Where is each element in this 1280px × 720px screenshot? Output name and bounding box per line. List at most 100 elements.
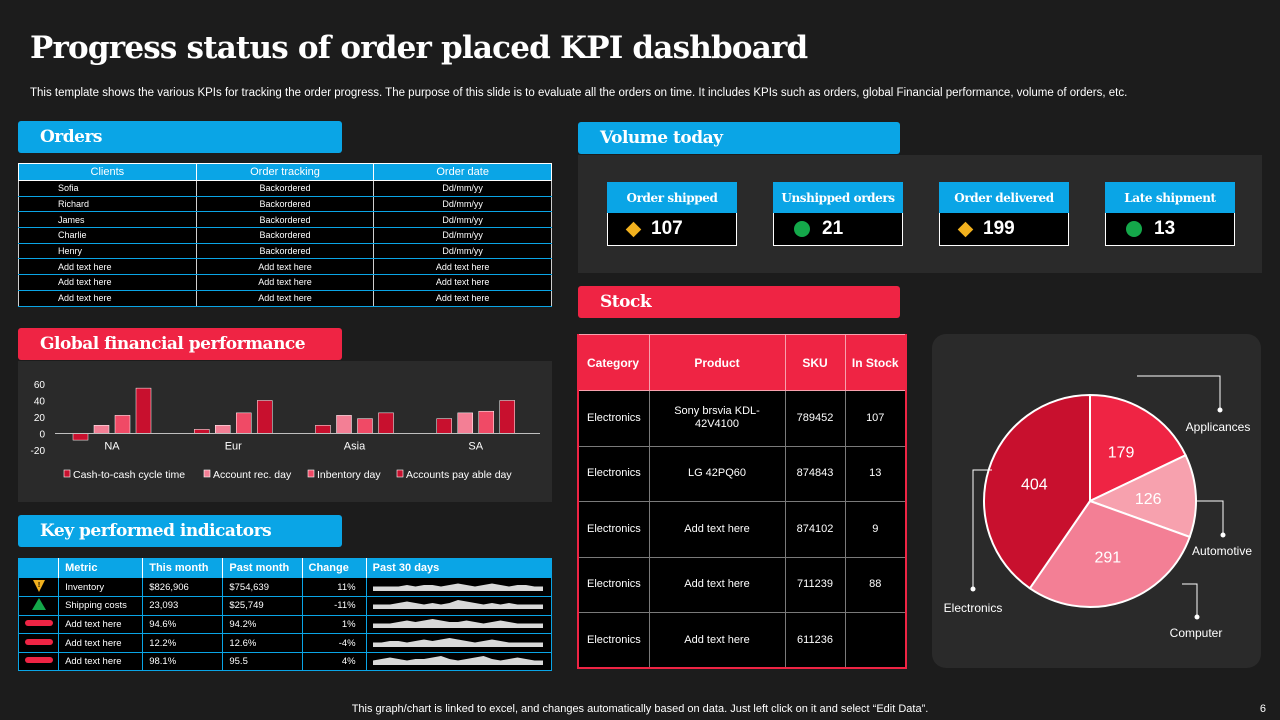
bar	[357, 418, 373, 434]
stock-cell: 611236	[784, 612, 846, 669]
volume-card: Unshipped orders 21	[773, 182, 903, 246]
pie-slice	[1089, 393, 1187, 503]
volume-card-value: 21	[822, 218, 844, 239]
kpi-past-month: 12.6%	[222, 633, 303, 653]
x-tick-label: NA	[104, 441, 120, 453]
x-tick-label: SA	[468, 441, 483, 453]
orders-cell: Dd/mm/yy	[373, 211, 552, 229]
stock-cell: Sony brsvia KDL-42V4100	[648, 390, 786, 447]
kpi-row: ! Inventory $826,906 $754,639 11%	[18, 578, 553, 598]
svg-text:!: !	[38, 582, 40, 589]
volume-card-label: Order shipped	[607, 182, 737, 213]
stock-cell: LG 42PQ60	[648, 445, 786, 502]
x-tick-label: Eur	[225, 441, 242, 453]
callout-dot	[1217, 407, 1223, 413]
callout-line	[1196, 500, 1224, 535]
volume-card-value-box: 199	[939, 213, 1069, 246]
kpi-col-metric: Metric	[58, 558, 144, 578]
orders-cell: Add text here	[195, 290, 375, 307]
orders-cell: Backordered	[195, 196, 375, 213]
orders-row: Add text here Add text here Add text here	[18, 274, 552, 291]
stock-cell: Electronics	[577, 501, 650, 558]
stock-cell: Electronics	[577, 556, 650, 613]
pie-category-label: Automotive	[1192, 544, 1252, 558]
volume-card-value: 107	[651, 218, 683, 239]
pie-category-label: Applicances	[1186, 420, 1251, 434]
pie-category-label: Electronics	[944, 601, 1003, 615]
stock-cell: 874102	[784, 501, 846, 558]
orders-cell: Add text here	[373, 258, 552, 276]
yellow-diamond-icon	[625, 221, 642, 237]
orders-cell: Sofia	[18, 180, 197, 197]
y-tick-label: 40	[34, 397, 46, 408]
orders-row: Add text here Add text here Add text here	[18, 290, 552, 307]
orders-cell: Backordered	[195, 243, 375, 260]
page-number: 6	[1259, 703, 1266, 715]
stock-row: Electronics Add text here 711239 88	[577, 556, 907, 613]
callout-line	[1137, 375, 1221, 410]
stock-cell: 107	[844, 390, 907, 447]
stock-row: Electronics Sony brsvia KDL-42V4100 789452…	[577, 390, 907, 447]
yellow-diamond-icon	[957, 221, 974, 237]
volume-card-label: Order delivered	[939, 182, 1069, 213]
sparkline	[372, 618, 543, 628]
kpi-change: -11%	[302, 596, 367, 616]
kpi-past-month: $25,749	[222, 596, 303, 616]
global-financial-chart: -20 0 20 40 60 NA Eur Asia SA Cash-to-cash cycle …	[31, 380, 540, 481]
volume-card-label: Unshipped orders	[773, 182, 903, 213]
callout-line	[972, 469, 992, 589]
kpi-change: 1%	[302, 615, 367, 635]
orders-header: Orders	[18, 121, 342, 153]
orders-table: Clients Order tracking Order date Sofia B…	[18, 163, 552, 307]
kpi-sparkline-cell	[366, 652, 553, 672]
kpi-metric: Add text here	[58, 633, 144, 653]
bar	[457, 412, 473, 434]
kpi-indicator-cell	[18, 633, 60, 653]
y-tick-label: 20	[34, 413, 46, 424]
legend-label: Cash-to-cash cycle time	[73, 469, 185, 481]
orders-col-date: Order date	[373, 163, 552, 181]
kpi-indicator-cell	[18, 615, 60, 635]
orders-cell: Backordered	[195, 180, 375, 197]
stock-row: Electronics Add text here 611236	[577, 612, 907, 669]
volume-card-value-box: 13	[1105, 213, 1235, 246]
bar	[336, 415, 352, 434]
orders-row: Henry Backordered Dd/mm/yy	[18, 243, 552, 260]
volume-card-value-box: 21	[773, 213, 903, 246]
kpi-past-month: 94.2%	[222, 615, 303, 635]
kpi-row: Shipping costs 23,093 $25,749 -11%	[18, 596, 553, 616]
stock-cell: 88	[844, 556, 907, 613]
bar	[135, 387, 152, 434]
up-triangle-icon	[32, 598, 46, 611]
pie-value-label: 126	[1135, 491, 1162, 508]
volume-card: Order shipped 107	[607, 182, 737, 246]
bar	[436, 418, 452, 434]
pie-value-label: 179	[1108, 445, 1135, 462]
orders-cell: Richard	[18, 196, 197, 213]
kpi-this-month: $826,906	[142, 578, 224, 598]
kpi-indicator-cell: !	[18, 578, 60, 598]
stock-cell: 13	[844, 445, 907, 502]
kpi-col-past-30-days: Past 30 days	[366, 558, 552, 578]
stock-col-product: Product	[648, 334, 786, 391]
orders-cell: Add text here	[18, 258, 197, 276]
orders-cell: Add text here	[18, 274, 197, 291]
kpi-this-month: 12.2%	[142, 633, 224, 653]
bar	[194, 429, 210, 434]
kpi-this-month: 98.1%	[142, 652, 224, 672]
stock-header: Stock	[578, 286, 900, 318]
kpi-this-month: 23,093	[142, 596, 224, 616]
kpi-sparkline-cell	[366, 596, 553, 616]
volume-card-value: 13	[1154, 218, 1176, 239]
pie-category-label: Computer	[1170, 626, 1223, 640]
page-title: Progress status of order placed KPI dash…	[30, 30, 808, 66]
sparkline	[372, 637, 543, 647]
orders-cell: Add text here	[18, 290, 197, 307]
kpi-header: Key performed indicators	[18, 515, 342, 547]
kpi-change: 4%	[302, 652, 367, 672]
orders-col-tracking: Order tracking	[195, 163, 375, 181]
orders-row: Add text here Add text here Add text here	[18, 258, 552, 276]
green-dot-icon	[1126, 221, 1142, 237]
red-bar-icon	[25, 657, 53, 664]
kpi-metric: Add text here	[58, 652, 144, 672]
